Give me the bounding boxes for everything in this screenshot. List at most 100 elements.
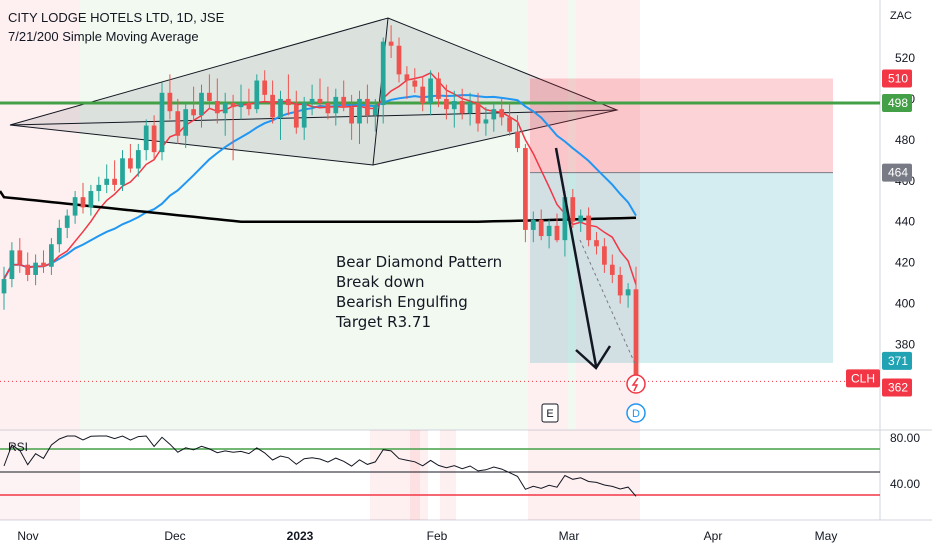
- ticker-badge: CLH: [851, 371, 875, 385]
- chart-legend: CITY LODGE HOTELS LTD, 1D, JSE 7/21/200 …: [8, 8, 224, 46]
- x-tick-label: Feb: [427, 529, 448, 543]
- candle-body: [143, 125, 149, 151]
- candle: [617, 266, 623, 304]
- candle: [530, 211, 536, 243]
- rsi-tick-label: 80.00: [890, 431, 920, 445]
- y-tick-label: 400: [895, 297, 915, 311]
- candle: [491, 103, 497, 132]
- candle-body: [483, 119, 489, 124]
- candle: [404, 66, 410, 99]
- candle-body: [341, 96, 347, 108]
- candle-body: [475, 103, 481, 124]
- candle: [459, 88, 465, 120]
- candle-body: [104, 178, 110, 185]
- candle: [183, 103, 189, 149]
- candle-body: [420, 86, 426, 104]
- target-price-label-bg: [882, 351, 912, 370]
- candle-body: [309, 98, 315, 104]
- horizontal-levels: [0, 101, 880, 382]
- candle: [602, 238, 607, 273]
- candle: [191, 86, 196, 120]
- candle-body: [578, 215, 584, 222]
- lightning-icon: [631, 377, 639, 392]
- candle: [483, 107, 489, 136]
- annotation-line-3: Bearish Engulfing: [336, 293, 468, 311]
- candle-body: [246, 103, 252, 110]
- candle: [104, 164, 110, 194]
- candle: [120, 150, 125, 192]
- candle-body: [80, 197, 86, 208]
- candle: [515, 115, 520, 153]
- candle-body: [594, 240, 599, 247]
- candle: [507, 103, 512, 136]
- candle-body: [609, 264, 615, 275]
- rsi-line: [3, 435, 637, 497]
- candle-body: [538, 219, 544, 237]
- sma-200-line: [0, 190, 637, 223]
- candle-body: [230, 103, 236, 108]
- dashed-projection: [579, 239, 637, 367]
- candle: [270, 80, 275, 124]
- candle-body: [523, 148, 528, 230]
- candle-body: [1, 279, 7, 294]
- candle: [372, 98, 378, 132]
- candle-body: [633, 289, 639, 382]
- candle: [49, 238, 54, 275]
- candle-body: [444, 98, 449, 110]
- candle: [546, 219, 552, 249]
- candle: [309, 84, 315, 116]
- candle-body: [515, 131, 520, 149]
- candle: [143, 119, 149, 161]
- candle-body: [128, 158, 133, 169]
- candle: [222, 92, 228, 136]
- candle: [444, 84, 449, 120]
- candle: [625, 283, 631, 308]
- candle: [293, 90, 299, 134]
- candle-body: [602, 246, 607, 265]
- candle: [594, 231, 599, 255]
- candle: [538, 209, 544, 241]
- candle: [365, 84, 370, 124]
- candle-body: [278, 98, 283, 118]
- candle-body: [167, 92, 173, 112]
- y-tick-label: 440: [895, 215, 915, 229]
- candle-body: [365, 98, 370, 116]
- candle-body: [459, 100, 465, 114]
- chart-grid: [0, 0, 932, 521]
- x-tick-label: Dec: [164, 529, 185, 543]
- annotation-line-2: Break down: [336, 273, 425, 291]
- rsi-zone: [370, 430, 420, 520]
- x-tick-label: Mar: [559, 529, 580, 543]
- y-tick-label: 380: [895, 338, 915, 352]
- candle-body: [33, 262, 38, 275]
- candle-body: [404, 74, 410, 81]
- dividend-marker: D: [632, 408, 640, 420]
- stop-price-label: 510: [888, 71, 908, 85]
- candle-body: [151, 125, 157, 153]
- ticker-badge-bg: [846, 369, 880, 388]
- candle: [341, 80, 347, 112]
- candle-body: [56, 227, 62, 245]
- candle: [128, 143, 133, 173]
- candle: [436, 72, 441, 108]
- candle-body: [412, 80, 418, 87]
- x-tick-label: Nov: [17, 529, 38, 543]
- candle: [199, 84, 204, 128]
- candle-body: [491, 109, 497, 120]
- candle: [41, 250, 46, 273]
- candle: [33, 254, 38, 286]
- candle: [64, 209, 70, 239]
- candle-body: [293, 105, 299, 128]
- candle-body: [357, 98, 362, 124]
- resistance-price-label: 498: [888, 96, 908, 110]
- candle: [467, 92, 473, 126]
- candle: [609, 254, 615, 284]
- candle-body: [380, 41, 386, 106]
- candle-body: [49, 244, 54, 267]
- candle: [254, 74, 260, 114]
- arrow-shaft: [554, 147, 598, 367]
- candle-body: [301, 103, 307, 128]
- rsi-label: RSI: [8, 440, 29, 454]
- candle: [17, 238, 23, 273]
